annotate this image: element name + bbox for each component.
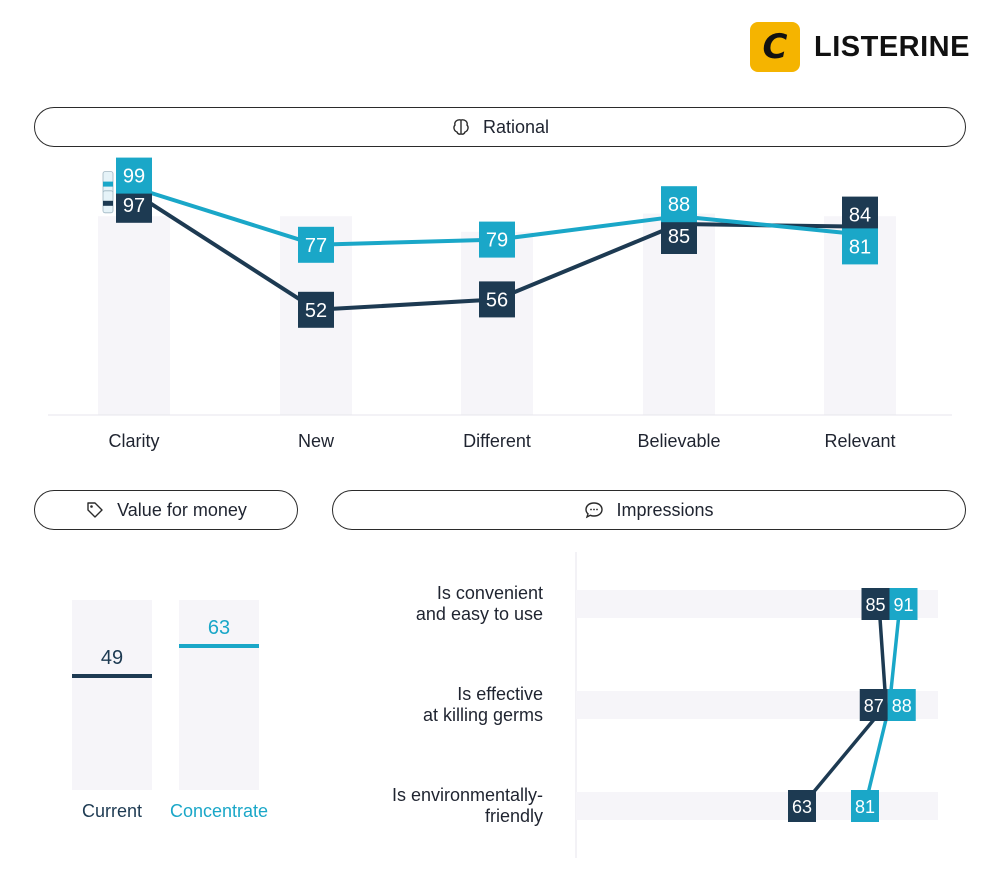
rational-point-box <box>298 291 334 328</box>
logo-mark-icon: C <box>750 22 800 72</box>
rational-title: Rational <box>482 116 550 137</box>
rational-point-box <box>479 281 515 318</box>
impressions-point-box <box>887 689 916 721</box>
rational-point-label: 56 <box>486 289 508 311</box>
speech-bubble-icon <box>585 502 604 519</box>
value-x-tick: Concentrate <box>170 801 268 821</box>
rational-point-label: 79 <box>486 230 508 252</box>
rational-point-box <box>661 186 697 223</box>
rational-x-tick: Different <box>463 431 531 451</box>
impressions-point-label: 87 <box>864 696 884 716</box>
rational-point-label: 81 <box>849 236 871 258</box>
value-header: Value for money <box>34 490 298 530</box>
impressions-point-box <box>851 790 879 822</box>
impressions-bg-row <box>576 792 938 820</box>
rational-x-tick: Relevant <box>824 431 895 451</box>
rational-point-label: 88 <box>668 194 690 216</box>
impressions-point-label: 91 <box>893 595 913 615</box>
impressions-point-box <box>861 588 890 620</box>
impressions-point-label: 85 <box>865 595 885 615</box>
rational-point-label: 85 <box>668 226 690 248</box>
value-bar-marker <box>179 644 259 648</box>
product-bottle-label-icon <box>103 181 113 187</box>
rational-bg-bar <box>461 231 533 415</box>
impressions-point-label: 81 <box>855 797 875 817</box>
brand-name: LISTERINE <box>814 30 970 63</box>
rational-point-label: 77 <box>305 235 327 257</box>
impressions-y-tick: Is environmentally- <box>392 785 543 805</box>
rational-point-label: 99 <box>123 166 145 188</box>
impressions-y-tick: friendly <box>485 806 543 826</box>
rational-point-label: 97 <box>123 195 145 217</box>
impressions-point-box <box>889 588 918 620</box>
impressions-y-tick: Is convenient <box>437 583 543 603</box>
value-bar-marker <box>72 674 152 678</box>
rational-x-tick: Clarity <box>108 431 159 451</box>
value-bg-bar <box>179 600 259 790</box>
impressions-y-tick: and easy to use <box>416 604 543 624</box>
value-x-tick: Current <box>82 801 142 821</box>
impressions-point-box <box>859 689 888 721</box>
brain-icon <box>453 119 469 135</box>
impressions-point-label: 63 <box>792 797 812 817</box>
rational-point-box <box>479 221 515 258</box>
value-bg-bar <box>72 600 152 790</box>
listerine-logo: C LISTERINE <box>750 22 970 72</box>
impressions-point-box <box>788 790 816 822</box>
impressions-y-tick: Is effective <box>457 684 543 704</box>
rational-point-box <box>661 218 697 254</box>
impressions-header: Impressions <box>332 490 966 530</box>
rational-point-label: 52 <box>305 300 327 322</box>
impressions-y-tick: at killing germs <box>423 705 543 725</box>
impressions-title: Impressions <box>616 499 714 520</box>
tag-icon <box>87 502 103 518</box>
rational-point-box <box>298 226 334 263</box>
rational-point-box <box>116 157 152 194</box>
rational-point-label: 84 <box>849 205 871 227</box>
product-bottle-label-icon <box>103 200 113 206</box>
rational-point-box <box>842 196 878 233</box>
value-title: Value for money <box>117 499 247 520</box>
rational-bg-bar <box>98 216 170 415</box>
value-bar-label: 63 <box>208 617 230 639</box>
value-bar-label: 49 <box>101 647 123 669</box>
rational-point-box <box>842 228 878 265</box>
rational-header: Rational <box>34 107 966 147</box>
rational-x-tick: Believable <box>637 431 720 451</box>
rational-x-tick: New <box>298 431 335 451</box>
impressions-point-label: 88 <box>892 696 912 716</box>
